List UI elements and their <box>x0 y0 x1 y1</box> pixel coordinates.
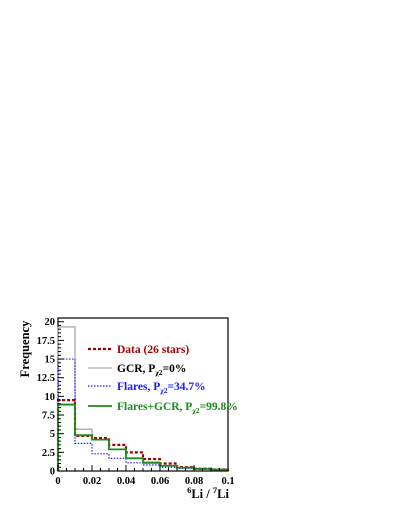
y-tick-label: 15 <box>45 355 56 366</box>
plot-frame <box>57 317 229 472</box>
series-flares_gcr <box>57 403 229 471</box>
plot-border <box>57 317 229 472</box>
y-tick-label: 7.5 <box>42 411 55 422</box>
legend-label-flares: Flares, Pχ2=34.7% <box>117 381 206 395</box>
legend: Data (26 stars) GCR, Pχ2=0% Flares, Pχ2=34… <box>88 344 238 415</box>
x-tick-label: 0.1 <box>221 476 234 487</box>
axis-ticks: 0 0.02 0.04 0.06 0.08 0.1 0 2.5 5 7.5 10 12.5 15 17.5… <box>37 317 235 487</box>
y-tick-label: 20 <box>45 317 56 328</box>
legend-label-data: Data (26 stars) <box>117 344 189 356</box>
legend-label-gcr: GCR, Pχ2=0% <box>117 363 186 377</box>
y-axis-title: Frequency <box>18 320 32 377</box>
x-axis-title: 6Li / 7Li <box>187 485 229 501</box>
y-tick-label: 0 <box>50 467 55 478</box>
x-tick-label: 0.08 <box>185 476 203 487</box>
legend-label-flares_gcr: Flares+GCR, Pχ2=99.8% <box>117 401 238 415</box>
y-tick-label: 10 <box>45 392 56 403</box>
y-tick-label: 12.5 <box>37 373 55 384</box>
x-tick-label: 0.02 <box>83 476 101 487</box>
y-tick-label: 5 <box>50 429 55 440</box>
y-tick-label: 17.5 <box>37 336 55 347</box>
x-tick-label: 0.06 <box>151 476 169 487</box>
x-tick-label: 0.04 <box>117 476 136 487</box>
x-tick-label: 0 <box>55 476 60 487</box>
y-tick-label: 2.5 <box>42 448 55 459</box>
